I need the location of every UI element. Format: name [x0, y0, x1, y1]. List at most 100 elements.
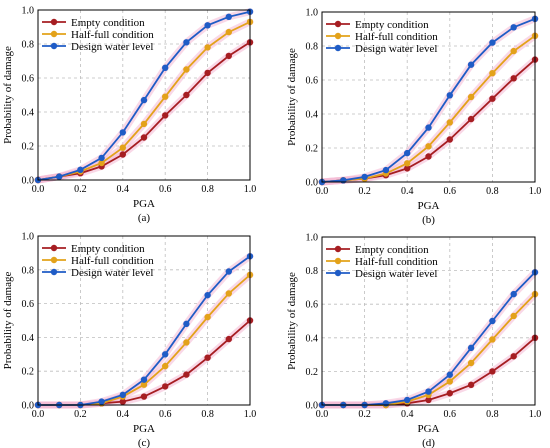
data-point — [446, 390, 453, 397]
data-point — [467, 381, 475, 389]
legend-label: Empty condition — [355, 244, 429, 256]
chart-panel-b: 0.0 0.2 0.4 0.6 0.8 1.0 0.0 0.2 0.4 0.6 0.8 1.0 Empt… — [286, 8, 541, 227]
data-point — [119, 144, 127, 151]
data-point — [140, 96, 148, 104]
chart-panel-c: 0.0 0.2 0.4 0.6 0.8 1.0 0.0 0.2 0.4 0.6 0.8 1.0 Empt… — [2, 232, 256, 448]
data-point — [77, 166, 84, 173]
legend-marker — [334, 44, 342, 52]
data-point — [425, 124, 432, 131]
data-point — [467, 93, 475, 101]
data-point — [162, 112, 169, 119]
data-point — [98, 159, 105, 167]
y-tick-label: 0.6 — [22, 299, 35, 310]
data-point — [510, 353, 517, 360]
data-point — [162, 362, 169, 370]
plot-frame — [37, 9, 251, 181]
data-point — [204, 44, 211, 51]
y-tick-label: 0.6 — [306, 300, 319, 311]
legend-label: Half-full condition — [71, 29, 154, 41]
data-point — [225, 52, 232, 60]
y-tick-label: 0.8 — [306, 42, 319, 53]
data-point — [204, 313, 211, 321]
series-line — [321, 58, 536, 183]
series-line — [322, 271, 536, 406]
y-tick-label: 0.6 — [22, 74, 35, 85]
legend-marker — [50, 256, 58, 264]
data-point — [361, 173, 368, 181]
data-point — [183, 91, 190, 99]
legend-marker — [334, 32, 342, 40]
x-tick-label: 0.8 — [486, 409, 499, 420]
data-point — [204, 69, 211, 77]
x-axis-label: PGA — [133, 423, 155, 435]
legend-marker — [50, 268, 58, 276]
x-tick-label: 0.6 — [444, 409, 457, 420]
x-tick-label: 0.6 — [159, 184, 172, 195]
data-point — [225, 335, 232, 343]
data-point — [425, 153, 432, 160]
data-point — [446, 378, 453, 385]
data-point — [119, 391, 127, 399]
y-tick-label: 0.4 — [306, 333, 319, 344]
data-point — [119, 129, 127, 136]
legend-marker — [334, 269, 342, 277]
data-point — [510, 75, 517, 82]
data-point — [489, 317, 496, 325]
legend-marker — [50, 244, 58, 252]
chart-panel-d: 0.0 0.2 0.4 0.6 0.8 1.0 0.0 0.2 0.4 0.6 0.8 1.0 Empt… — [286, 233, 541, 448]
data-point — [183, 320, 190, 328]
x-tick-label: 1.0 — [244, 184, 257, 195]
data-point — [183, 66, 190, 73]
legend-label: Empty condition — [355, 19, 429, 31]
legend-label: Half-full condition — [355, 256, 438, 268]
data-point — [119, 398, 127, 405]
data-point — [510, 290, 517, 298]
y-tick-label: 0.6 — [306, 76, 319, 87]
uncertainty-band — [34, 38, 254, 184]
y-tick-label: 0.2 — [22, 142, 35, 153]
panel-label: (b) — [422, 214, 435, 226]
legend-label: Empty condition — [71, 243, 145, 255]
y-axis-label: Probability of damage — [286, 48, 298, 146]
data-point — [225, 13, 232, 20]
y-tick-label: 0.4 — [22, 108, 35, 119]
data-point — [98, 398, 105, 405]
data-point — [467, 344, 475, 352]
data-point — [467, 61, 475, 68]
y-tick-label: 0.2 — [306, 367, 319, 378]
data-point — [467, 359, 475, 367]
data-point — [489, 39, 496, 46]
panel-label: (a) — [138, 212, 151, 224]
x-tick-label: 0.2 — [358, 409, 371, 420]
y-tick-label: 0.4 — [306, 110, 319, 121]
legend-label: Half-full condition — [355, 31, 438, 43]
data-point — [489, 70, 496, 77]
y-tick-label: 1.0 — [306, 8, 319, 19]
x-tick-label: 0.8 — [486, 186, 499, 197]
data-point — [162, 383, 169, 390]
data-point — [510, 47, 517, 55]
data-point — [489, 368, 496, 375]
x-tick-label: 1.0 — [529, 409, 542, 420]
x-tick-label: 0.0 — [32, 184, 45, 195]
y-tick-label: 0.8 — [22, 265, 35, 276]
data-point — [183, 339, 190, 346]
data-point — [140, 376, 148, 383]
x-axis-label: PGA — [133, 198, 155, 210]
x-tick-label: 0.2 — [74, 409, 87, 420]
x-tick-label: 0.8 — [201, 184, 214, 195]
plot-frame — [321, 236, 536, 406]
data-point — [510, 312, 517, 320]
x-tick-label: 0.6 — [159, 409, 172, 420]
data-point — [56, 173, 63, 180]
data-point — [183, 39, 190, 46]
x-tick-label: 0.0 — [316, 409, 329, 420]
y-tick-label: 0.0 — [22, 401, 35, 412]
data-point — [446, 119, 453, 126]
data-point — [404, 165, 411, 172]
data-point — [204, 291, 211, 299]
data-point — [225, 290, 232, 297]
chart-panel-a: 0.0 0.2 0.4 0.6 0.8 1.0 0.0 0.2 0.4 0.6 0.8 1.0 Empt… — [2, 6, 256, 225]
data-point — [140, 381, 148, 388]
